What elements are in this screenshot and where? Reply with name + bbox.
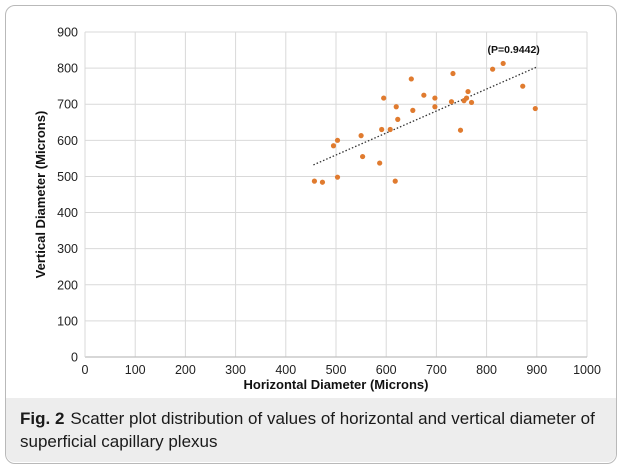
data-point <box>319 179 326 185</box>
x-tick-label: 700 <box>426 363 447 377</box>
figure-caption: Fig. 2 Scatter plot distribution of value… <box>20 407 610 453</box>
data-point <box>381 95 387 101</box>
x-tick-label: 300 <box>225 363 246 377</box>
data-point <box>520 83 526 89</box>
x-axis-title: Horizontal Diameter (Microns) <box>244 377 429 392</box>
correlation-annotation: (P=0.9442) <box>488 44 540 56</box>
x-tick-label: 900 <box>526 363 547 377</box>
data-point <box>432 95 438 101</box>
data-point <box>532 105 538 112</box>
x-tick-label: 800 <box>476 363 497 377</box>
trendline <box>313 66 538 166</box>
data-point <box>448 99 455 105</box>
figure-label: Fig. 2 <box>20 409 65 428</box>
data-point <box>457 127 464 133</box>
data-point <box>330 143 337 149</box>
data-point <box>463 95 470 101</box>
data-point <box>468 99 475 106</box>
data-point <box>377 160 383 166</box>
data-point <box>410 107 416 113</box>
data-point <box>490 66 496 72</box>
y-tick-label: 600 <box>57 134 78 148</box>
y-tick-label: 700 <box>57 98 78 112</box>
data-point <box>393 104 399 110</box>
data-point <box>408 76 414 82</box>
data-point <box>387 126 393 133</box>
caption-text: Scatter plot distribution of values of h… <box>20 409 595 451</box>
y-tick-label: 200 <box>57 278 78 292</box>
y-tick-label: 100 <box>57 314 78 328</box>
caption-band <box>6 398 616 462</box>
data-point <box>500 60 506 67</box>
data-point <box>465 88 471 95</box>
data-point <box>334 174 341 180</box>
x-tick-label: 500 <box>326 363 347 377</box>
y-axis-title: Vertical Diameter (Microns) <box>33 111 48 279</box>
data-point <box>421 92 427 98</box>
x-tick-label: 0 <box>82 363 89 377</box>
data-point <box>334 137 341 143</box>
figure-frame <box>5 5 617 464</box>
data-point <box>395 116 401 122</box>
x-tick-label: 1000 <box>573 363 601 377</box>
y-tick-label: 400 <box>57 206 78 220</box>
data-point <box>432 104 438 110</box>
y-tick-label: 300 <box>57 242 78 256</box>
x-tick-label: 600 <box>376 363 397 377</box>
y-tick-label: 500 <box>57 170 78 184</box>
x-tick-label: 400 <box>275 363 296 377</box>
data-point <box>358 133 364 139</box>
y-tick-label: 0 <box>71 351 78 365</box>
x-tick-label: 200 <box>175 363 196 377</box>
data-point <box>360 153 366 160</box>
data-point <box>450 70 456 77</box>
x-tick-label: 100 <box>125 363 146 377</box>
y-tick-label: 800 <box>57 62 78 76</box>
data-point <box>311 178 318 184</box>
data-point <box>379 126 385 133</box>
y-tick-label: 900 <box>57 26 78 40</box>
data-point <box>392 178 398 184</box>
